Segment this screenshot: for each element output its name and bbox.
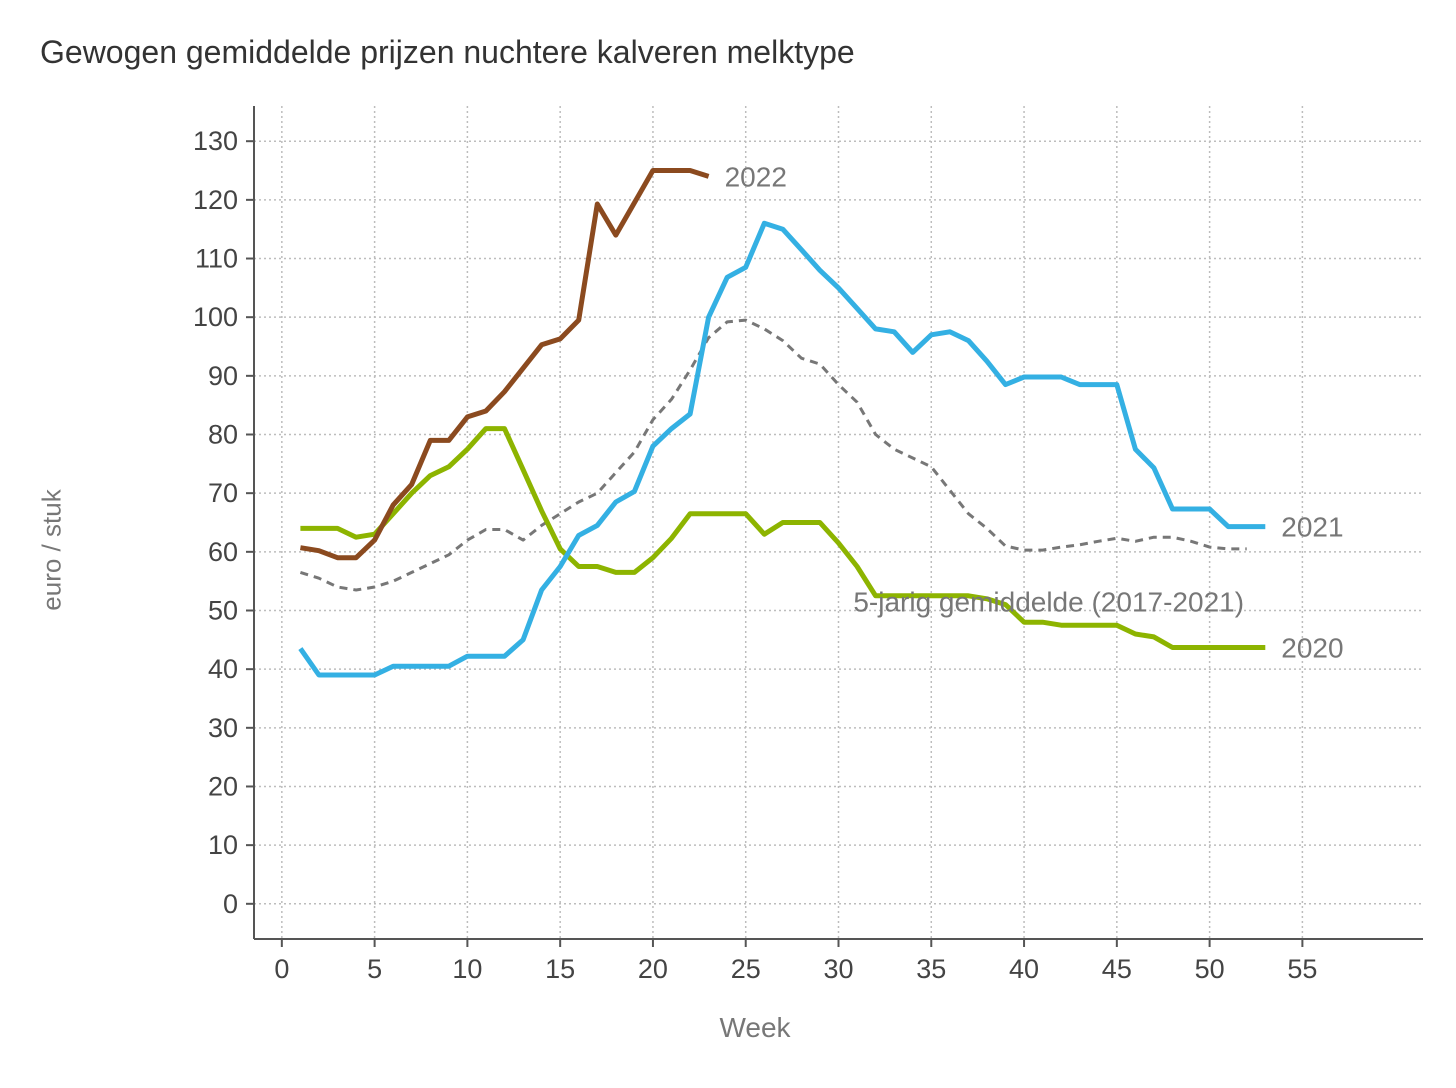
y-tick-label: 80 xyxy=(208,420,238,450)
y-tick-label: 100 xyxy=(193,302,238,332)
series-line-2022 xyxy=(299,168,710,561)
y-tick-label: 50 xyxy=(208,595,238,625)
y-tick-label: 40 xyxy=(208,654,238,684)
series-line-2020 xyxy=(300,426,1266,650)
y-tick-label: 130 xyxy=(193,126,238,156)
y-tick-label: 20 xyxy=(208,771,238,801)
series-labels: 5-jarig gemiddelde (2017-2021) 2020 2021 20… xyxy=(725,161,1344,663)
series-line-5-jarig-gemiddelde-2017-2021 xyxy=(299,318,1247,592)
series-label-2021: 2021 xyxy=(1281,512,1343,543)
x-tick-label: 50 xyxy=(1195,954,1225,984)
y-tick-label: 0 xyxy=(223,889,238,919)
x-tick-label: 15 xyxy=(545,954,575,984)
y-tick-label: 120 xyxy=(193,185,238,215)
gridlines xyxy=(254,106,1423,939)
y-tick-label: 10 xyxy=(208,830,238,860)
series-label-5-jarig-gemiddelde-2017-2021: 5-jarig gemiddelde (2017-2021) xyxy=(853,587,1244,618)
series-label-2022: 2022 xyxy=(725,161,787,192)
chart-title: Gewogen gemiddelde prijzen nuchtere kalv… xyxy=(40,34,855,70)
y-tick-label: 30 xyxy=(208,713,238,743)
series-label-2020: 2020 xyxy=(1281,632,1343,663)
y-tick-label: 70 xyxy=(208,478,238,508)
x-tick-label: 45 xyxy=(1102,954,1132,984)
y-tick-label: 60 xyxy=(208,537,238,567)
x-tick-label: 10 xyxy=(452,954,482,984)
x-tick-label: 35 xyxy=(916,954,946,984)
x-tick-label: 20 xyxy=(638,954,668,984)
x-tick-label: 0 xyxy=(274,954,289,984)
x-tick-label: 25 xyxy=(731,954,761,984)
series-line-2021 xyxy=(298,220,1266,678)
x-tick-label: 55 xyxy=(1287,954,1317,984)
x-tick-label: 5 xyxy=(367,954,382,984)
y-tick-label: 110 xyxy=(195,244,238,274)
series-lines xyxy=(298,168,1266,678)
x-axis-label: Week xyxy=(719,1012,791,1043)
x-tick-label: 40 xyxy=(1009,954,1039,984)
y-tick-label: 90 xyxy=(208,361,238,391)
x-tick-label: 30 xyxy=(823,954,853,984)
